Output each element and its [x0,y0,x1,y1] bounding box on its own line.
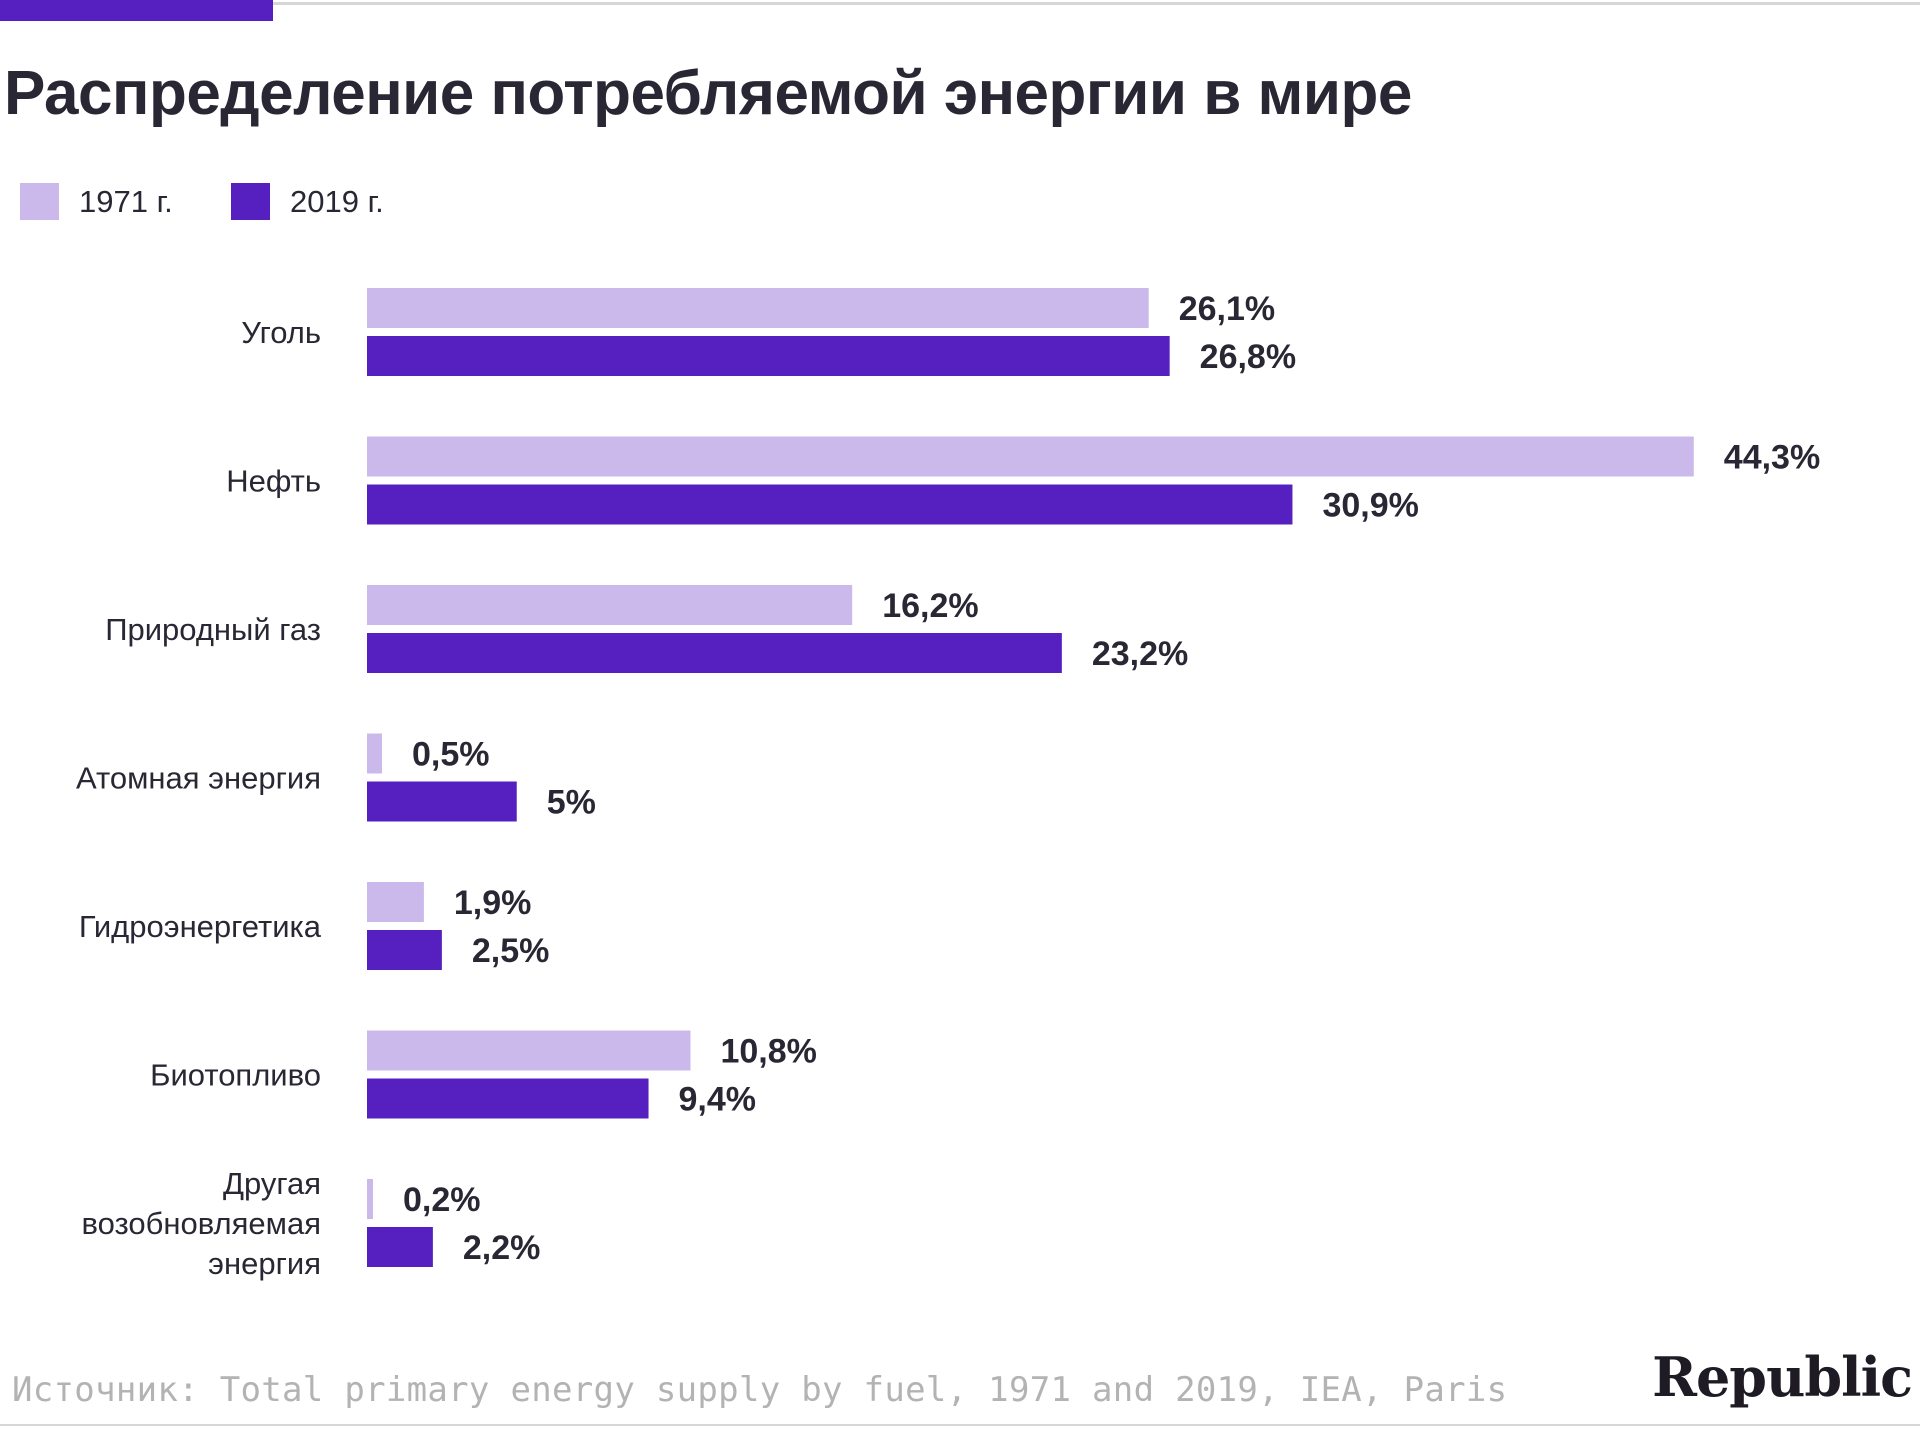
category-label: Уголь [241,315,321,350]
chart-title: Распределение потребляемой энергии в мир… [4,59,1412,128]
category-label: Природный газ [105,612,321,647]
bar-1971 [367,733,382,774]
data-label: 30,9% [1322,487,1418,525]
category-label: Биотопливо [150,1058,321,1093]
data-label: 16,2% [882,587,978,625]
bar-2019 [367,781,517,822]
category-label: Другая [223,1166,321,1201]
bar-1971 [367,1030,691,1071]
bar-2019 [367,633,1062,673]
bar-1971 [367,288,1149,328]
bar-1971 [367,436,1694,477]
legend-item-2019: 2019 г. [231,183,384,220]
data-label: 26,8% [1200,338,1296,376]
legend-swatch-2019 [231,183,270,220]
legend-label-1971: 1971 г. [79,183,173,219]
bar-2019 [367,336,1170,376]
bar-1971 [367,585,853,625]
category-label: возобновляемая [82,1206,321,1241]
data-label: 1,9% [454,884,532,922]
category-label: Гидроэнергетика [79,909,322,944]
data-label: 2,2% [463,1229,541,1267]
category-label: Атомная энергия [76,761,321,796]
bar-2019 [367,1078,649,1119]
data-label: 0,2% [403,1181,481,1219]
legend-item-1971: 1971 г. [20,183,173,220]
footer-rule [0,1424,1920,1426]
bar-2019 [367,930,442,970]
data-label: 5% [547,784,596,822]
accent-bar [0,0,273,21]
bar-1971 [367,882,424,922]
legend-label-2019: 2019 г. [290,183,384,219]
data-label: 9,4% [679,1081,757,1119]
data-label: 23,2% [1092,635,1188,673]
legend-swatch-1971 [20,183,59,220]
category-label: энергия [208,1246,321,1281]
top-rule [0,2,1920,5]
category-label: Нефть [226,464,321,499]
brand-logo: Republic [1652,1345,1913,1409]
data-label: 10,8% [720,1033,816,1071]
data-label: 2,5% [472,932,550,970]
bar-2019 [367,484,1293,525]
bar-2019 [367,1227,433,1267]
bar-1971 [367,1179,373,1219]
data-label: 26,1% [1179,290,1275,328]
data-label: 0,5% [412,736,490,774]
data-label: 44,3% [1724,439,1820,477]
source-note: Источник: Total primary energy supply by… [12,1370,1508,1410]
